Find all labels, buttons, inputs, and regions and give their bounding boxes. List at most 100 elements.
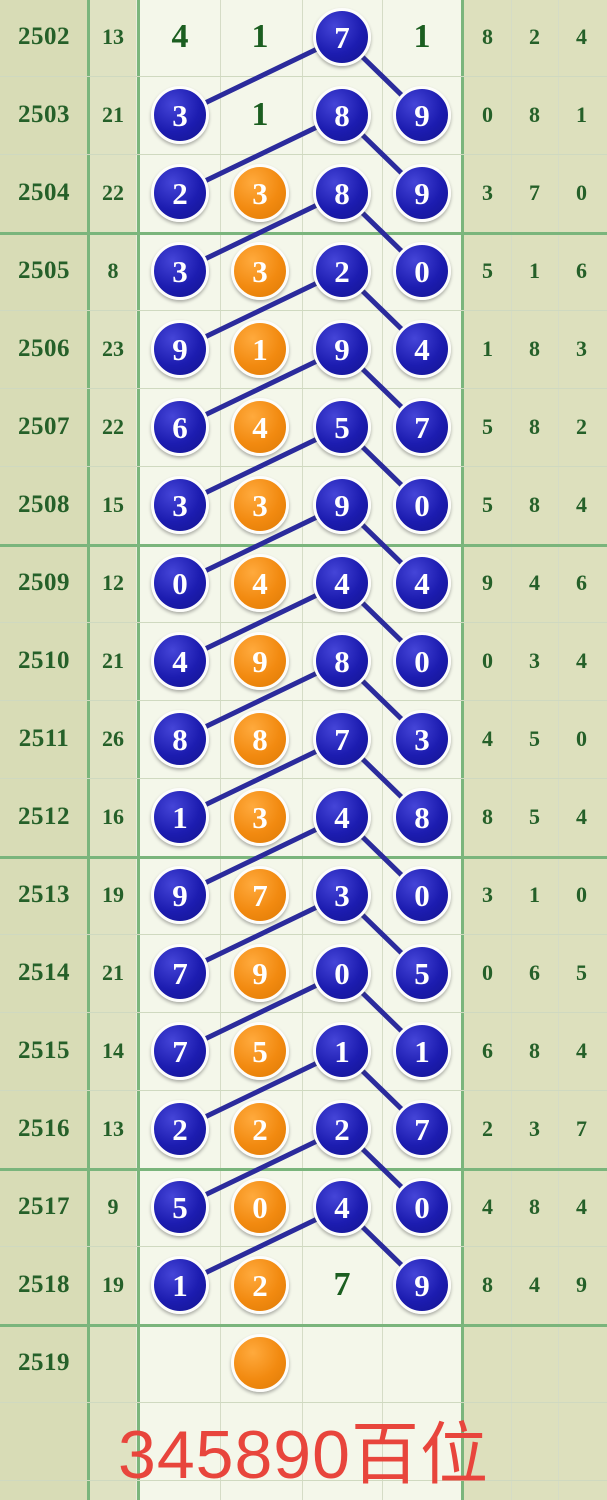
- position-slot-1[interactable]: 3: [140, 232, 220, 310]
- position-slot-4[interactable]: 0: [382, 1168, 462, 1246]
- position-slot-2[interactable]: 2: [220, 1090, 300, 1168]
- position-slot-3[interactable]: 8: [302, 76, 382, 154]
- position-slot-4[interactable]: 4: [382, 544, 462, 622]
- blue-ball[interactable]: 0: [393, 1178, 451, 1236]
- position-slot-4[interactable]: 1: [382, 0, 462, 76]
- orange-ball[interactable]: 3: [231, 164, 289, 222]
- position-slot-4[interactable]: 0: [382, 856, 462, 934]
- position-slot-2[interactable]: 4: [220, 388, 300, 466]
- orange-ball[interactable]: 2: [231, 1100, 289, 1158]
- blue-ball[interactable]: 0: [393, 866, 451, 924]
- blue-ball[interactable]: 0: [393, 242, 451, 300]
- position-slot-1[interactable]: 6: [140, 388, 220, 466]
- position-slot-2[interactable]: 3: [220, 778, 300, 856]
- position-slot-2[interactable]: 9: [220, 934, 300, 1012]
- blue-ball[interactable]: 3: [151, 242, 209, 300]
- blue-ball[interactable]: 4: [151, 632, 209, 690]
- blue-ball[interactable]: 0: [313, 944, 371, 1002]
- position-slot-1[interactable]: [140, 1324, 220, 1402]
- table-row[interactable]: 2513 19 9 7 3 0 3 1 0: [0, 856, 607, 934]
- position-slot-4[interactable]: 0: [382, 466, 462, 544]
- orange-ball-empty[interactable]: [231, 1334, 289, 1392]
- table-row[interactable]: 2508 15 3 3 9 0 5 8 4: [0, 466, 607, 544]
- position-slot-3[interactable]: 9: [302, 310, 382, 388]
- blue-ball[interactable]: 8: [313, 632, 371, 690]
- position-slot-3[interactable]: 8: [302, 154, 382, 232]
- position-slot-3[interactable]: 0: [302, 934, 382, 1012]
- blue-ball[interactable]: 9: [393, 164, 451, 222]
- table-row[interactable]: 2516 13 2 2 2 7 2 3 7: [0, 1090, 607, 1168]
- blue-ball[interactable]: 9: [151, 866, 209, 924]
- blue-ball[interactable]: 8: [313, 164, 371, 222]
- blue-ball[interactable]: 2: [151, 164, 209, 222]
- blue-ball[interactable]: 5: [151, 1178, 209, 1236]
- position-slot-3[interactable]: 1: [302, 1012, 382, 1090]
- orange-ball[interactable]: 1: [231, 320, 289, 378]
- position-slot-1[interactable]: 2: [140, 1090, 220, 1168]
- blue-ball[interactable]: 4: [393, 320, 451, 378]
- table-row[interactable]: 2519: [0, 1324, 607, 1402]
- position-slot-3[interactable]: 4: [302, 544, 382, 622]
- blue-ball[interactable]: 0: [393, 632, 451, 690]
- position-slot-4[interactable]: 7: [382, 388, 462, 466]
- position-slot-3[interactable]: 7: [302, 1246, 382, 1324]
- table-row[interactable]: 2507 22 6 4 5 7 5 8 2: [0, 388, 607, 466]
- table-row[interactable]: 2509 12 0 4 4 4 9 4 6: [0, 544, 607, 622]
- position-slot-1[interactable]: 1: [140, 778, 220, 856]
- position-slot-4[interactable]: 7: [382, 1090, 462, 1168]
- position-slot-2[interactable]: 5: [220, 1012, 300, 1090]
- position-slot-3[interactable]: 8: [302, 622, 382, 700]
- blue-ball[interactable]: 7: [313, 710, 371, 768]
- blue-ball[interactable]: 1: [151, 788, 209, 846]
- blue-ball[interactable]: 2: [313, 242, 371, 300]
- position-slot-2[interactable]: 4: [220, 544, 300, 622]
- position-slot-3[interactable]: 7: [302, 0, 382, 76]
- position-slot-4[interactable]: [382, 1324, 462, 1402]
- blue-ball[interactable]: 3: [393, 710, 451, 768]
- table-row[interactable]: 2514 21 7 9 0 5 0 6 5: [0, 934, 607, 1012]
- position-slot-3[interactable]: 7: [302, 700, 382, 778]
- table-row[interactable]: 2511 26 8 8 7 3 4 5 0: [0, 700, 607, 778]
- position-slot-1[interactable]: 9: [140, 310, 220, 388]
- blue-ball[interactable]: 8: [313, 86, 371, 144]
- position-slot-2[interactable]: [220, 1324, 300, 1402]
- position-slot-2[interactable]: 1: [220, 76, 300, 154]
- orange-ball[interactable]: 3: [231, 242, 289, 300]
- blue-ball[interactable]: 0: [151, 554, 209, 612]
- blue-ball[interactable]: 7: [393, 1100, 451, 1158]
- table-row[interactable]: 2506 23 9 1 9 4 1 8 3: [0, 310, 607, 388]
- position-slot-4[interactable]: 8: [382, 778, 462, 856]
- blue-ball[interactable]: 9: [313, 476, 371, 534]
- table-row[interactable]: 2515 14 7 5 1 1 6 8 4: [0, 1012, 607, 1090]
- position-slot-4[interactable]: 0: [382, 232, 462, 310]
- blue-ball[interactable]: 3: [151, 476, 209, 534]
- position-slot-2[interactable]: 0: [220, 1168, 300, 1246]
- position-slot-1[interactable]: 0: [140, 544, 220, 622]
- blue-ball[interactable]: 5: [393, 944, 451, 1002]
- blue-ball[interactable]: 2: [313, 1100, 371, 1158]
- position-slot-2[interactable]: 3: [220, 154, 300, 232]
- position-slot-3[interactable]: 2: [302, 232, 382, 310]
- orange-ball[interactable]: 8: [231, 710, 289, 768]
- orange-ball[interactable]: 3: [231, 788, 289, 846]
- blue-ball[interactable]: 8: [151, 710, 209, 768]
- table-row[interactable]: 2503 21 3 1 8 9 0 8 1: [0, 76, 607, 154]
- blue-ball[interactable]: 4: [393, 554, 451, 612]
- position-slot-2[interactable]: 2: [220, 1246, 300, 1324]
- position-slot-4[interactable]: 9: [382, 154, 462, 232]
- position-slot-2[interactable]: 3: [220, 232, 300, 310]
- blue-ball[interactable]: 7: [393, 398, 451, 456]
- position-slot-3[interactable]: 9: [302, 466, 382, 544]
- table-row[interactable]: 2512 16 1 3 4 8 8 5 4: [0, 778, 607, 856]
- position-slot-1[interactable]: 1: [140, 1246, 220, 1324]
- position-slot-1[interactable]: 8: [140, 700, 220, 778]
- position-slot-2[interactable]: 1: [220, 310, 300, 388]
- position-slot-3[interactable]: 4: [302, 778, 382, 856]
- table-row[interactable]: 2504 22 2 3 8 9 3 7 0: [0, 154, 607, 232]
- table-row[interactable]: 2510 21 4 9 8 0 0 3 4: [0, 622, 607, 700]
- position-slot-3[interactable]: [302, 1324, 382, 1402]
- blue-ball[interactable]: 4: [313, 788, 371, 846]
- position-slot-1[interactable]: 7: [140, 1012, 220, 1090]
- orange-ball[interactable]: 5: [231, 1022, 289, 1080]
- orange-ball[interactable]: 3: [231, 476, 289, 534]
